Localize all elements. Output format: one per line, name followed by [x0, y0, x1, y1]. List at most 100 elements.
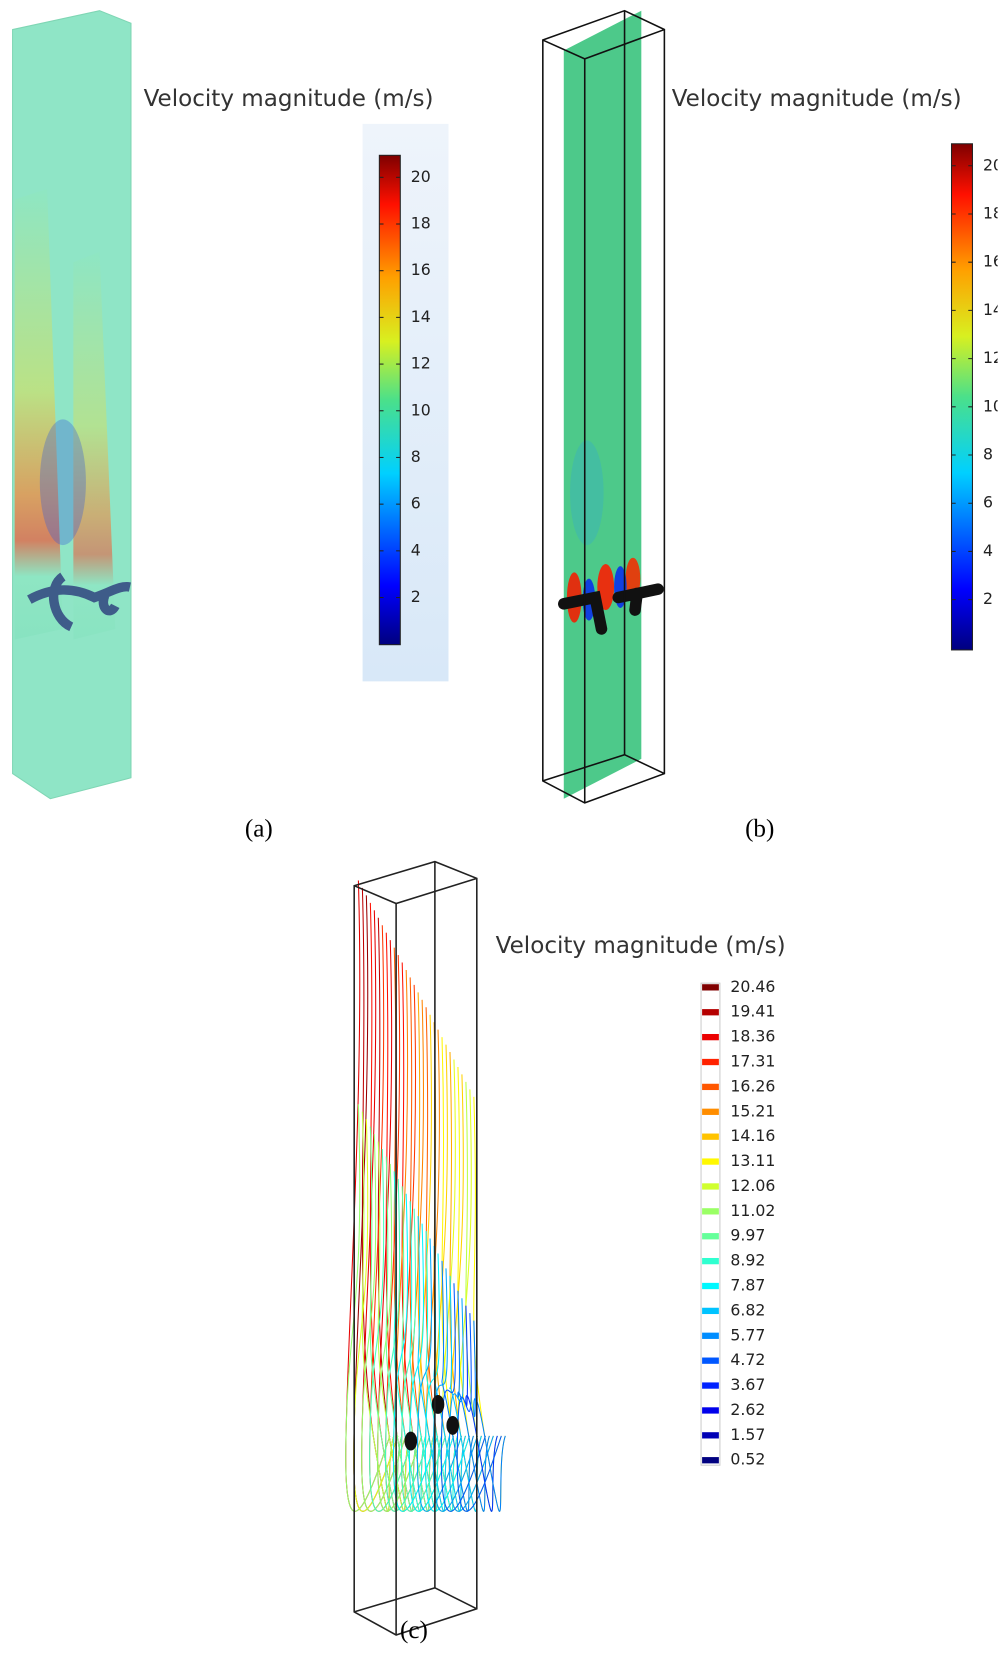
- tick-label: 16: [983, 252, 1003, 271]
- legend-title: Velocity magnitude (m/s): [496, 933, 786, 959]
- low-zone: [570, 440, 604, 546]
- legend-label: 17.31: [730, 1052, 775, 1071]
- legend-label: 20.46: [730, 977, 775, 996]
- legend-label: 18.36: [730, 1027, 775, 1046]
- contour: [456, 1313, 502, 1512]
- tick-label: 8: [983, 445, 993, 464]
- legend-label: 13.11: [730, 1151, 775, 1170]
- legend-swatch: [702, 1108, 719, 1115]
- legend-swatch: [702, 1233, 719, 1240]
- contour: [401, 1208, 447, 1512]
- contour: [345, 1104, 391, 1512]
- legend-label: 4.72: [730, 1350, 765, 1369]
- legend-swatch: [702, 1033, 719, 1041]
- tick-label: 12: [411, 354, 431, 373]
- vortex: [431, 1394, 445, 1414]
- legend: 20.46 19.41 18.36 17.31 16.26 15.21 14.16 13.11…: [700, 977, 775, 1469]
- tick-label: 2: [411, 587, 421, 606]
- contour: [416, 1238, 462, 1512]
- tick-label: 8: [411, 447, 421, 466]
- tick-label: 14: [411, 307, 431, 326]
- tick-label: 20: [411, 167, 431, 186]
- panel-b: Velocity magnitude (m/s) 20 18 16 14 12 10 8 6 4…: [542, 9, 1003, 842]
- nozzle: [27, 572, 131, 632]
- legend-swatch: [702, 1282, 719, 1290]
- legend-swatch: [702, 1457, 719, 1464]
- legend-label: 1.57: [730, 1425, 765, 1444]
- plane: [563, 10, 642, 799]
- tick-label: 6: [411, 494, 421, 513]
- colorbar-title: Velocity magnitude (m/s): [144, 86, 434, 112]
- legend-swatch: [702, 984, 719, 991]
- plume: [14, 188, 63, 640]
- tick-label: 2: [983, 589, 993, 608]
- legend-label: 19.41: [730, 1002, 775, 1021]
- tick-label: 6: [983, 493, 993, 512]
- colorbar: [378, 154, 401, 646]
- tick-label: 10: [983, 396, 1003, 415]
- contour: [441, 1260, 474, 1512]
- legend-swatch: [702, 1382, 719, 1389]
- legend-swatch: [702, 1158, 719, 1165]
- contour: [432, 1268, 478, 1512]
- legend-label: 0.52: [730, 1450, 765, 1469]
- tick-label: 18: [983, 203, 1003, 222]
- ticks: 20 18 16 14 12 10 8 6 4 2: [951, 155, 1003, 608]
- legend-label: 12.06: [730, 1176, 775, 1195]
- colorbar-title: Velocity magnitude (m/s): [672, 86, 962, 112]
- legend-swatch: [702, 1083, 719, 1091]
- legend-label: 7.87: [730, 1276, 765, 1295]
- frame: [542, 9, 666, 804]
- legend-swatch: [702, 1058, 719, 1066]
- tick-label: 10: [411, 400, 431, 419]
- vortex: [446, 1415, 459, 1435]
- colorbar: [950, 143, 973, 651]
- tick-label: 14: [983, 300, 1003, 319]
- legend-swatch: [702, 1183, 719, 1190]
- contour: [377, 1163, 423, 1512]
- contour: [457, 1290, 490, 1512]
- tick-label: 12: [983, 348, 1003, 367]
- caption: (c): [400, 1617, 428, 1644]
- legend-swatch: [702, 1332, 719, 1339]
- contour: [361, 1134, 407, 1512]
- plume: [73, 251, 116, 640]
- tick-label: 4: [411, 540, 421, 559]
- contour: [465, 1305, 498, 1512]
- contours: [345, 880, 506, 1512]
- legend-label: 5.77: [730, 1325, 765, 1344]
- legend-label: 3.67: [730, 1375, 765, 1394]
- legend-swatch: [702, 1307, 719, 1315]
- legend-swatch: [702, 1257, 719, 1265]
- contour: [424, 1253, 470, 1512]
- legend-label: 15.21: [730, 1101, 775, 1120]
- caption: (a): [245, 815, 273, 842]
- ticks: 20 18 16 14 12 10 8 6 4 2: [379, 167, 431, 606]
- legend-swatch: [702, 1133, 719, 1140]
- legend-label: 14.16: [730, 1126, 775, 1145]
- vortex: [404, 1431, 418, 1451]
- tick-label: 18: [411, 214, 431, 233]
- panel-a: Velocity magnitude (m/s) 20 18 16 14 12 10 8 6 4…: [12, 10, 449, 842]
- jet-zone: [597, 563, 615, 611]
- legend-swatch: [702, 1432, 719, 1439]
- contour: [440, 1283, 486, 1512]
- contour: [393, 1193, 439, 1512]
- legend-label: 16.26: [730, 1076, 775, 1095]
- legend-swatch: [702, 1357, 719, 1364]
- tick-label: 4: [983, 541, 993, 560]
- legend-frame: [700, 982, 721, 1466]
- tick-label: 16: [411, 260, 431, 279]
- legend-label: 2.62: [730, 1400, 765, 1419]
- panel-c: Velocity magnitude (m/s) 20.46 19.41 18.36…: [345, 860, 786, 1644]
- frame: [353, 860, 478, 1636]
- legend-swatch: [702, 1009, 719, 1016]
- caption: (b): [745, 815, 774, 842]
- low-zone: [39, 419, 86, 546]
- legend-label: 11.02: [730, 1201, 775, 1220]
- contour: [408, 1223, 455, 1512]
- tick-label: 20: [983, 155, 1003, 174]
